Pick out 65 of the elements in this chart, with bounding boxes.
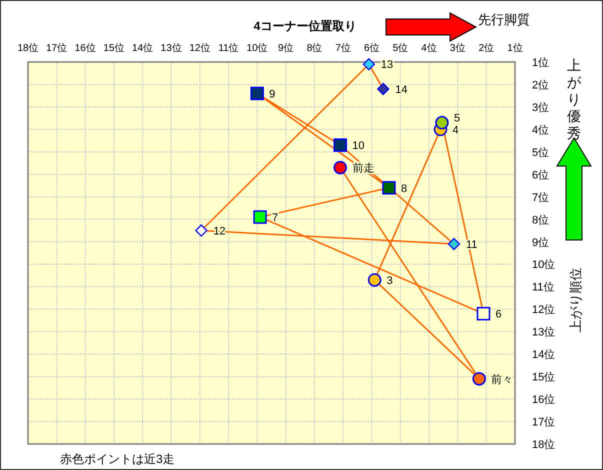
x-tick-label: 17位 [46,42,68,54]
annotation: 3 [386,274,393,287]
annotation: 5 [454,112,460,124]
annotation: 7 [272,212,278,224]
y-tick-label: 10位 [532,259,556,272]
x-tick-label: 7位 [335,42,351,54]
y-tick-label: 14位 [532,349,556,362]
x-tick-label: 3位 [450,42,466,54]
annotation: 10 [352,140,365,152]
point [334,160,348,174]
x-tick-label: 4位 [421,42,437,54]
x-tick-label: 10位 [246,42,268,54]
y-tick-label: 18位 [532,439,556,451]
y-tick-label: 8位 [532,214,550,226]
x-tick-label: 12位 [189,42,210,54]
x-tick-label: 14位 [132,42,154,54]
y-tick-label: 17位 [532,416,556,429]
text: 上がり優秀 [567,57,582,141]
point [334,138,348,152]
annotation: 前々 [491,374,514,386]
point [382,181,396,195]
y-tick-label: 2位 [532,79,550,92]
annotation: 4 [452,124,459,136]
x-tick-label: 16位 [74,42,96,54]
y-tick-label: 5位 [532,146,550,159]
point [253,210,267,224]
y-tick-label: 7位 [532,192,550,204]
x-tick-label: 11位 [218,42,239,54]
point [362,58,375,70]
chart-title: 4コーナー位置取り [254,19,356,33]
y-tick-label: 16位 [532,394,556,406]
point [377,82,390,96]
y-tick-label: 1位 [532,57,550,69]
annotation: 6 [495,308,502,321]
y-tick-label: 13位 [532,326,556,339]
point [435,116,449,130]
annotation: 13 [380,59,394,72]
point [476,306,490,320]
point [368,273,382,287]
y-tick-label: 3位 [532,102,550,114]
x-tick-label: 15位 [103,42,125,54]
point [448,238,460,250]
text: 先行脚質 [478,12,530,27]
y-tick-label: 15位 [532,372,556,384]
x-tick-label: 13位 [160,42,182,54]
annotation: 9 [269,88,276,100]
annotation: 8 [400,182,408,195]
x-tick-label: 8位 [306,42,322,54]
y-tick-label: 4位 [532,124,550,136]
y-tick-label: 11位 [532,282,554,294]
point [250,86,264,100]
x-tick-label: 1位 [507,42,523,54]
point [472,372,486,386]
y-tick-label: 9位 [532,236,550,249]
text: 上がり順位 [568,268,583,332]
text: 赤色ポイントは近3走 [60,452,175,466]
point [195,224,208,237]
annotation: 14 [395,84,408,96]
y-tick-label: 6位 [532,169,550,182]
x-tick-label: 5位 [392,42,408,54]
x-tick-label: 6位 [364,42,380,54]
x-tick-label: 9位 [278,42,294,54]
y-tick-label: 12位 [532,304,556,316]
x-tick-label: 2位 [478,42,494,54]
x-tick-label: 18位 [17,42,39,54]
